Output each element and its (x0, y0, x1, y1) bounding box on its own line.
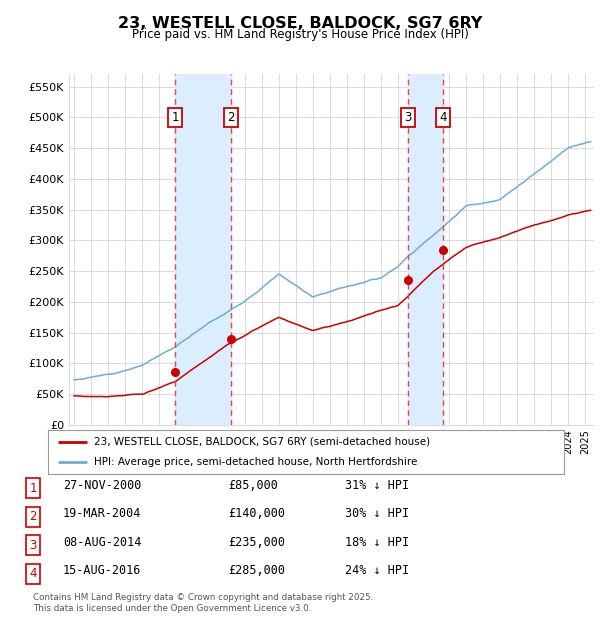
Text: 23, WESTELL CLOSE, BALDOCK, SG7 6RY (semi-detached house): 23, WESTELL CLOSE, BALDOCK, SG7 6RY (sem… (94, 436, 431, 447)
Text: £285,000: £285,000 (228, 564, 285, 577)
Text: 19-MAR-2004: 19-MAR-2004 (63, 507, 142, 520)
Text: 27-NOV-2000: 27-NOV-2000 (63, 479, 142, 492)
Text: 2: 2 (227, 111, 235, 124)
Text: 2: 2 (29, 510, 37, 523)
Text: £85,000: £85,000 (228, 479, 278, 492)
Text: 24% ↓ HPI: 24% ↓ HPI (345, 564, 409, 577)
Text: £140,000: £140,000 (228, 507, 285, 520)
Text: 1: 1 (171, 111, 179, 124)
Text: Price paid vs. HM Land Registry's House Price Index (HPI): Price paid vs. HM Land Registry's House … (131, 28, 469, 41)
Text: 30% ↓ HPI: 30% ↓ HPI (345, 507, 409, 520)
Text: Contains HM Land Registry data © Crown copyright and database right 2025.
This d: Contains HM Land Registry data © Crown c… (33, 593, 373, 613)
Text: 18% ↓ HPI: 18% ↓ HPI (345, 536, 409, 549)
Text: 4: 4 (29, 567, 37, 580)
Text: 3: 3 (29, 539, 37, 552)
Bar (175, 74, 231, 425)
Text: £235,000: £235,000 (228, 536, 285, 549)
Text: 15-AUG-2016: 15-AUG-2016 (63, 564, 142, 577)
Text: 23, WESTELL CLOSE, BALDOCK, SG7 6RY: 23, WESTELL CLOSE, BALDOCK, SG7 6RY (118, 16, 482, 30)
Bar (408, 74, 443, 425)
Text: 31% ↓ HPI: 31% ↓ HPI (345, 479, 409, 492)
Text: 4: 4 (439, 111, 446, 124)
Text: 1: 1 (29, 482, 37, 495)
Text: HPI: Average price, semi-detached house, North Hertfordshire: HPI: Average price, semi-detached house,… (94, 457, 418, 467)
Text: 3: 3 (404, 111, 412, 124)
Text: 08-AUG-2014: 08-AUG-2014 (63, 536, 142, 549)
